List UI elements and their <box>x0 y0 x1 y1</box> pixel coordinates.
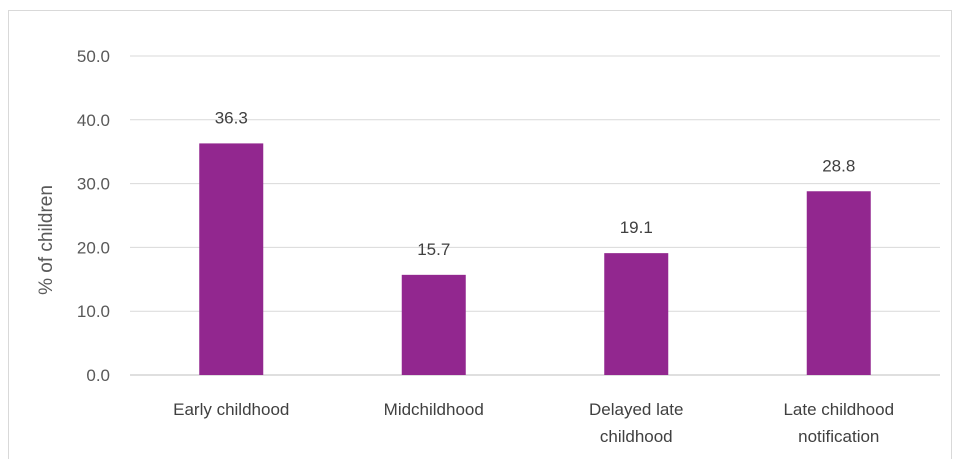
category-label: Midchildhood <box>384 400 484 419</box>
category-label: notification <box>798 427 879 446</box>
bar <box>199 143 264 375</box>
bar <box>806 191 871 375</box>
chart-frame <box>8 10 952 459</box>
y-axis-title: % of children <box>36 185 57 295</box>
y-tick-label: 0.0 <box>86 366 110 385</box>
category-label: Delayed late <box>589 400 684 419</box>
gridlines <box>130 55 940 376</box>
y-tick-label: 20.0 <box>77 238 110 257</box>
bars <box>199 143 871 375</box>
data-label: 15.7 <box>417 240 450 259</box>
y-tick-label: 40.0 <box>77 111 110 130</box>
category-label: Late childhood <box>783 400 894 419</box>
data-label: 36.3 <box>215 108 248 127</box>
y-tick-label: 50.0 <box>77 47 110 66</box>
bar <box>604 253 669 375</box>
data-label: 28.8 <box>822 156 855 175</box>
category-label: childhood <box>600 427 673 446</box>
y-tick-label: 10.0 <box>77 302 110 321</box>
y-tick-label: 30.0 <box>77 175 110 194</box>
bar <box>401 274 466 375</box>
labels: 0.0 10.0 20.0 30.0 40.0 50.0 36.3 Early childho… <box>77 47 894 446</box>
data-label: 19.1 <box>620 218 653 237</box>
category-label: Early childhood <box>173 400 289 419</box>
